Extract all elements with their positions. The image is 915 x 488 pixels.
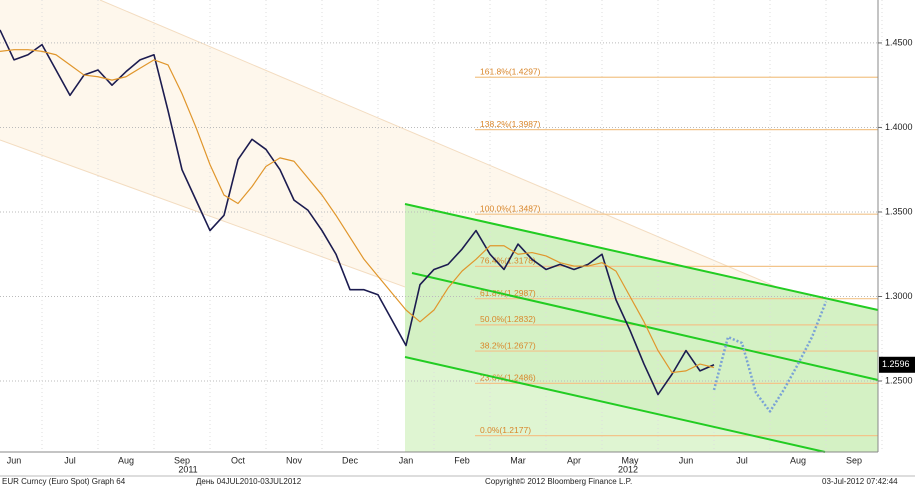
x-tick-label: Sep — [174, 455, 190, 465]
fib-label: 161.8%(1.4297) — [480, 66, 541, 76]
x-tick-label: Mar — [510, 455, 526, 465]
fib-label: 61.8%(1.2987) — [480, 288, 536, 298]
y-tick-label: 1.3500 — [885, 206, 913, 216]
footer-text: День 04JUL2010-03JUL2012 — [196, 477, 302, 486]
footer-text: EUR Curncy (Euro Spot) Graph 64 — [2, 477, 126, 486]
x-tick-label: Jul — [736, 455, 748, 465]
channel-mid — [411, 272, 879, 381]
x-tick-label: Oct — [231, 455, 246, 465]
year-label: 2012 — [618, 464, 638, 474]
fib-label: 138.2%(1.3987) — [480, 119, 541, 129]
x-tick-label: Jun — [7, 455, 22, 465]
fib-label: 50.0%(1.2832) — [480, 314, 536, 324]
channel-bottom — [404, 356, 826, 453]
y-tick-label: 1.3000 — [885, 291, 913, 301]
x-tick-label: Jan — [399, 455, 414, 465]
series-line — [0, 49, 715, 374]
fib-label: 38.2%(1.2677) — [480, 340, 536, 350]
series-line — [712, 301, 828, 413]
fib-label: 23.6%(1.2486) — [480, 373, 536, 383]
y-tick-label: 1.4500 — [885, 37, 913, 47]
x-tick-label: May — [621, 455, 639, 465]
y-tick-label: 1.2500 — [885, 375, 913, 385]
x-tick-label: Sep — [846, 455, 862, 465]
x-tick-label: Jun — [679, 455, 694, 465]
footer-text: Copyright© 2012 Bloomberg Finance L.P. — [485, 477, 632, 486]
fib-label: 0.0%(1.2177) — [480, 425, 531, 435]
year-label: 2011 — [178, 464, 197, 474]
fib-label: 100.0%(1.3487) — [480, 203, 541, 213]
x-tick-label: Aug — [118, 455, 134, 465]
footer-text: 03-Jul-2012 07:42:44 — [822, 477, 898, 486]
channel-top — [404, 203, 879, 311]
x-tick-label: Jul — [64, 455, 76, 465]
x-tick-label: Aug — [790, 455, 806, 465]
x-tick-label: Dec — [342, 455, 359, 465]
y-tick-label: 1.4000 — [885, 122, 913, 132]
channel-line — [99, 0, 879, 331]
x-tick-label: Feb — [454, 455, 470, 465]
x-tick-label: Nov — [286, 455, 303, 465]
last-price-label: 1.2596 — [882, 359, 910, 369]
x-tick-label: Apr — [567, 455, 581, 465]
last-price-box — [879, 356, 915, 373]
